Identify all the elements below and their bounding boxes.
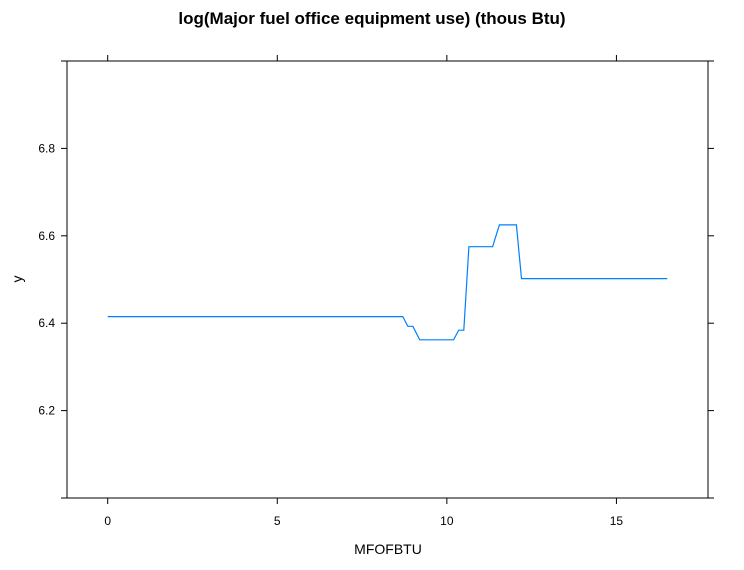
x-axis: 0 5 10 15 [104, 55, 623, 528]
x-tick-label: 15 [610, 514, 624, 528]
x-axis-label: MFOFBTU [354, 541, 422, 557]
series-line [107, 224, 668, 341]
chart-title: log(Major fuel office equipment use) (th… [178, 9, 565, 28]
y-tick-label: 6.2 [38, 404, 55, 418]
y-axis-label: y [9, 276, 25, 283]
plot-frame [66, 60, 709, 499]
x-tick-label: 10 [440, 514, 454, 528]
y-tick-label: 6.6 [38, 229, 55, 243]
y-axis: 6.2 6.4 6.6 6.8 [38, 60, 714, 499]
x-tick-label: 5 [274, 514, 281, 528]
y-tick-label: 6.8 [38, 141, 55, 155]
x-tick-label: 0 [104, 514, 111, 528]
y-tick-label: 6.4 [38, 316, 55, 330]
series-layer [107, 224, 668, 341]
